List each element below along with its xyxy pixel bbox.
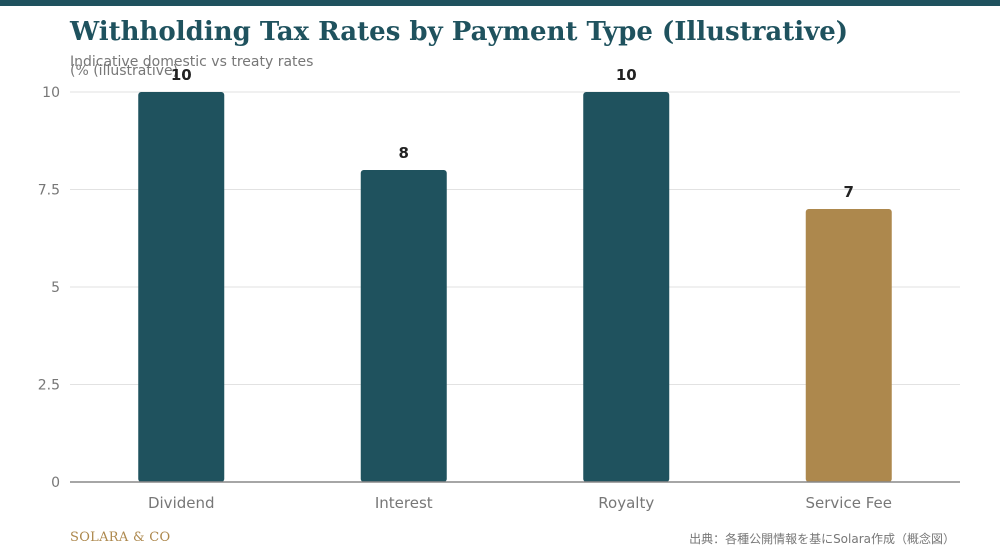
y-tick-label: 2.5 [38, 378, 60, 394]
bar-dividend [138, 92, 225, 482]
top-accent-bar [0, 0, 1000, 6]
x-tick-label: Interest [375, 494, 433, 512]
y-tick-label: 10 [42, 85, 60, 101]
y-tick-label: 5 [51, 280, 60, 296]
source-note: 出典：各種公開情報を基にSolara作成（概念図） [689, 532, 955, 546]
y-tick-label: 0 [51, 475, 60, 491]
bar-value-label: 10 [616, 66, 637, 84]
chart-subtitle: Indicative domestic vs treaty rates [70, 54, 314, 70]
chart-title: Withholding Tax Rates by Payment Type (I… [70, 17, 849, 47]
bar-value-label: 10 [171, 66, 192, 84]
bar-royalty [583, 92, 670, 482]
bar-service-fee [805, 209, 892, 482]
x-tick-label: Service Fee [806, 494, 892, 512]
x-tick-label: Dividend [148, 494, 215, 512]
bar-value-label: 8 [399, 144, 409, 162]
x-tick-label: Royalty [598, 494, 654, 512]
brand-name: SOLARA & CO [70, 530, 171, 545]
bar-value-label: 7 [844, 183, 854, 201]
y-tick-label: 7.5 [38, 183, 60, 199]
y-axis-unit-label: (% (illustrative) [70, 63, 179, 79]
bar-interest [360, 170, 447, 482]
